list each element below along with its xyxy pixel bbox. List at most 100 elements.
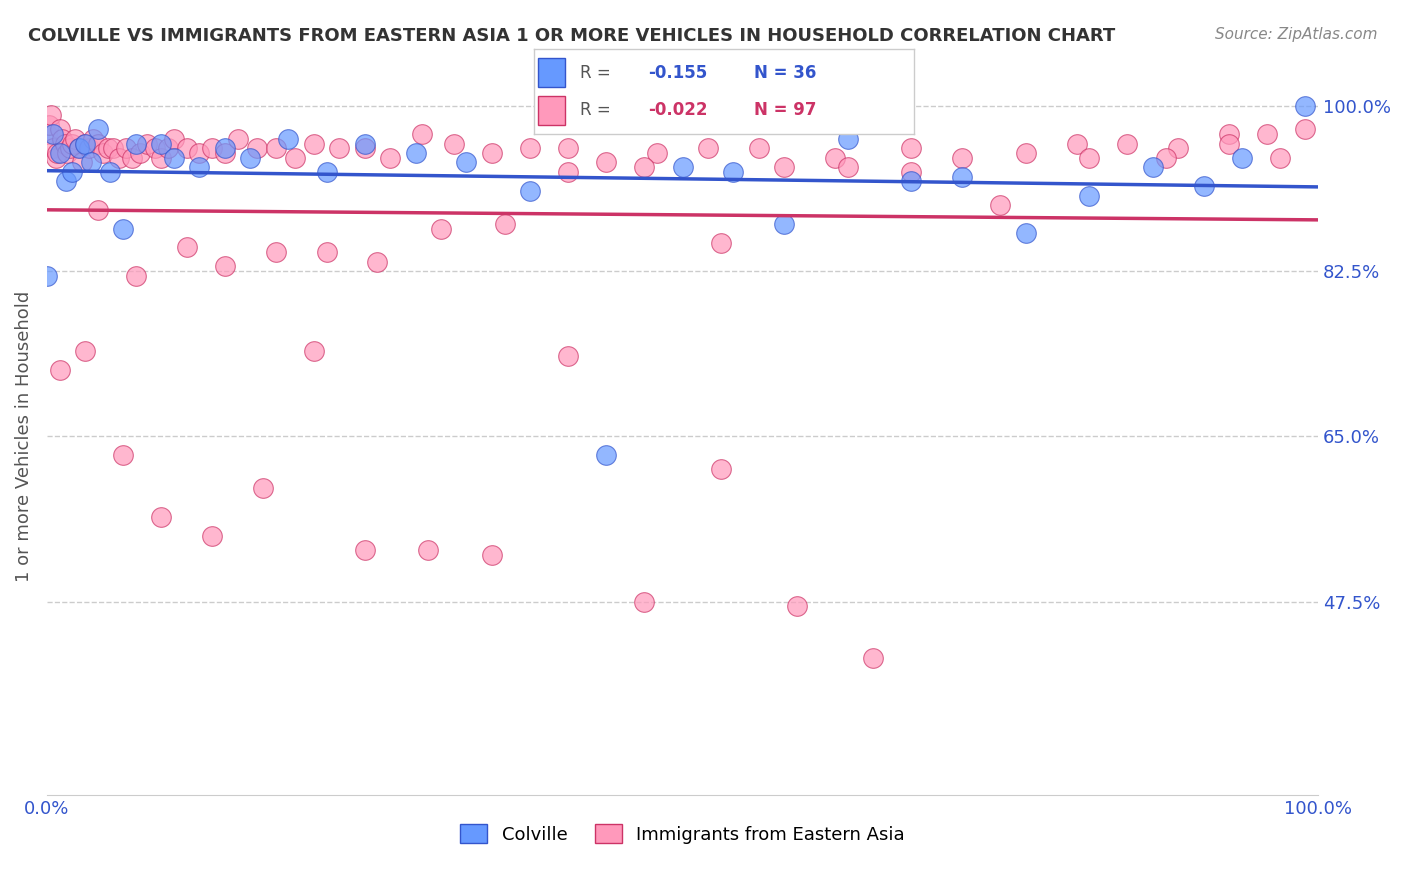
Text: N = 36: N = 36 <box>755 64 817 82</box>
Point <box>1268 151 1291 165</box>
Point <box>633 160 655 174</box>
Point <box>378 151 401 165</box>
Point <box>112 448 135 462</box>
Text: -0.022: -0.022 <box>648 101 707 119</box>
Point <box>201 528 224 542</box>
Point <box>456 155 478 169</box>
Point <box>42 127 65 141</box>
Point <box>136 136 159 151</box>
Point <box>950 169 973 184</box>
Point <box>163 132 186 146</box>
Point <box>252 482 274 496</box>
Point <box>328 141 350 155</box>
Point <box>214 141 236 155</box>
Bar <box>538 58 565 87</box>
Point <box>900 174 922 188</box>
Point <box>63 132 86 146</box>
Point <box>353 542 375 557</box>
Point <box>214 146 236 161</box>
Point <box>773 160 796 174</box>
Point <box>1294 99 1316 113</box>
Point <box>950 151 973 165</box>
Point <box>418 542 440 557</box>
Point <box>114 141 136 155</box>
Point <box>121 151 143 165</box>
Point <box>405 146 427 161</box>
Point <box>1154 151 1177 165</box>
Point <box>277 132 299 146</box>
Point <box>430 221 453 235</box>
Point <box>214 260 236 274</box>
Point <box>595 448 617 462</box>
Point <box>188 160 211 174</box>
Point <box>302 344 325 359</box>
Point <box>176 141 198 155</box>
Point <box>112 221 135 235</box>
Point <box>353 141 375 155</box>
Point <box>671 160 693 174</box>
Point <box>315 245 337 260</box>
Point <box>246 141 269 155</box>
Point <box>697 141 720 155</box>
Point <box>239 151 262 165</box>
Point <box>39 108 62 122</box>
Point <box>67 141 90 155</box>
Point <box>1015 146 1038 161</box>
Point <box>87 136 110 151</box>
Point <box>481 548 503 562</box>
Point <box>481 146 503 161</box>
Point <box>1218 127 1240 141</box>
Point <box>48 122 70 136</box>
Point <box>97 141 120 155</box>
Point <box>73 136 96 151</box>
Point <box>264 141 287 155</box>
Point <box>786 599 808 614</box>
Text: N = 97: N = 97 <box>755 101 817 119</box>
Point <box>150 151 173 165</box>
Point <box>60 136 83 151</box>
Point <box>748 141 770 155</box>
Point <box>645 146 668 161</box>
Point <box>42 141 65 155</box>
Point <box>87 122 110 136</box>
Point <box>91 146 114 161</box>
Point <box>201 141 224 155</box>
Point <box>55 174 77 188</box>
Text: COLVILLE VS IMMIGRANTS FROM EASTERN ASIA 1 OR MORE VEHICLES IN HOUSEHOLD CORRELA: COLVILLE VS IMMIGRANTS FROM EASTERN ASIA… <box>28 27 1115 45</box>
Point <box>837 132 859 146</box>
Point <box>53 136 76 151</box>
Point <box>226 132 249 146</box>
Point <box>35 268 58 283</box>
Point <box>366 254 388 268</box>
Point <box>900 141 922 155</box>
Point <box>595 155 617 169</box>
Point <box>87 202 110 217</box>
Point <box>176 240 198 254</box>
Point <box>188 146 211 161</box>
Point <box>156 141 179 155</box>
Point <box>862 651 884 665</box>
Point <box>72 155 94 169</box>
Point <box>143 141 166 155</box>
Text: Source: ZipAtlas.com: Source: ZipAtlas.com <box>1215 27 1378 42</box>
Point <box>1218 136 1240 151</box>
Point <box>302 136 325 151</box>
Point <box>77 141 100 155</box>
Point <box>1078 188 1101 202</box>
Point <box>443 136 465 151</box>
Point <box>519 184 541 198</box>
Bar <box>538 95 565 126</box>
Text: -0.155: -0.155 <box>648 64 707 82</box>
Point <box>557 141 579 155</box>
Point <box>51 132 73 146</box>
Text: R =: R = <box>579 101 616 119</box>
Point <box>80 155 103 169</box>
Point <box>100 165 122 179</box>
Point <box>1078 151 1101 165</box>
Point <box>48 146 70 161</box>
Point <box>128 146 150 161</box>
Point <box>45 151 67 165</box>
Point <box>1192 179 1215 194</box>
Point <box>56 146 79 161</box>
Point <box>1230 151 1253 165</box>
